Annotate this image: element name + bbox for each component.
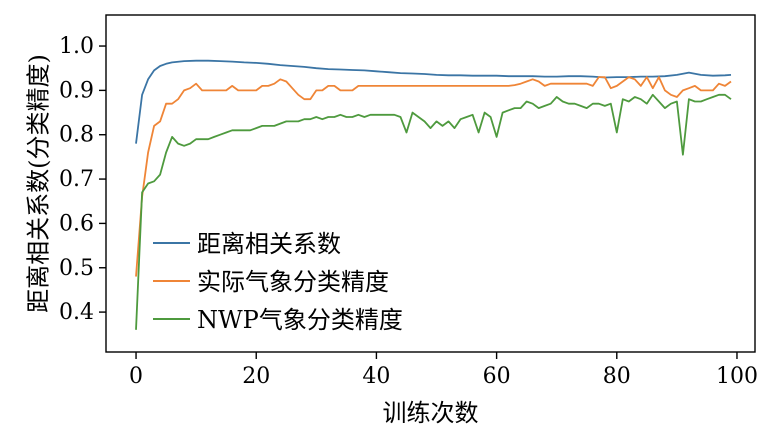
y-tick-label: 1.0 [59,34,94,59]
x-tick-label: 20 [242,364,270,389]
x-tick-label: 80 [603,364,631,389]
x-axis: 0 20 40 60 80 100 [129,352,758,389]
plot-frame [105,14,756,353]
series-line-1 [135,59,732,144]
x-axis-title: 训练次数 [383,399,479,427]
x-tick-label: 60 [483,364,511,389]
y-tick-label: 0.8 [59,123,94,148]
x-tick-label: 0 [129,364,143,389]
y-tick-label: 0.4 [59,300,94,325]
x-tick-label: 100 [716,364,758,389]
y-axis-title: 距离相关系数(分类精度) [25,54,53,313]
y-axis: 0.4 0.5 0.6 0.7 0.8 0.9 1.0 [59,34,106,325]
series-line-2 [135,76,732,277]
x-tick-label: 40 [362,364,390,389]
series-layer [135,59,732,330]
series-line-3 [135,93,732,330]
y-tick-label: 0.5 [59,256,94,281]
y-tick-label: 0.7 [59,167,94,192]
legend-label-1: 距离相关系数 [197,230,341,258]
legend-label-3: NWP气象分类精度 [197,306,403,334]
legend-label-2: 实际气象分类精度 [197,268,389,296]
y-tick-label: 0.9 [59,78,94,103]
plot-area [105,14,756,353]
y-tick-label: 0.6 [59,211,94,236]
